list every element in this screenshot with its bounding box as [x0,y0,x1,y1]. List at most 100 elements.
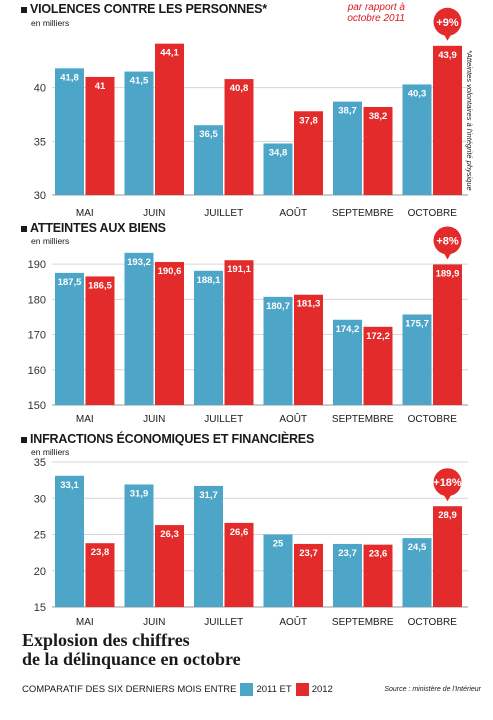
bar-2012 [85,543,115,607]
bar-2011 [263,143,293,195]
x-tick-label: MAI [76,617,94,628]
data-label: 40,8 [230,83,249,94]
data-label: 25 [273,539,284,550]
data-label: 34,8 [269,147,288,158]
chart-unit: en milliers [31,447,70,457]
data-label: 36,5 [199,129,218,140]
badge-circle [433,468,462,497]
data-label: 38,7 [338,106,357,117]
badge-circle [433,7,462,36]
data-label: 189,9 [436,268,460,279]
bar-2012 [363,106,393,195]
title-marker [21,226,27,232]
bar-2012 [85,276,115,405]
y-tick-label: 30 [34,493,46,505]
x-tick-label: OCTOBRE [408,208,458,219]
y-tick-label: 35 [34,457,46,469]
badge-circle [433,226,462,255]
bar-2011 [333,543,362,607]
legend-label-2011: 2011 ET [256,684,292,695]
chart-unit: en milliers [31,236,70,246]
bar-2012 [294,111,323,195]
data-label: 23,7 [338,548,357,559]
x-tick-label: JUIN [143,414,165,425]
data-label: 28,9 [438,510,457,521]
data-label: 38,2 [369,111,388,122]
x-tick-label: SEPTEMBRE [332,414,394,425]
x-tick-label: JUIN [143,617,165,628]
title-marker [21,437,27,443]
data-label: 188,1 [197,275,221,286]
legend-label-2012: 2012 [311,684,333,695]
data-label: 23,8 [91,547,110,558]
y-tick-label: 190 [28,259,46,271]
bar-2012 [294,294,323,405]
x-tick-label: AOÛT [279,206,307,219]
bar-2011 [263,296,293,405]
bar-2012 [224,522,254,607]
bar-2011 [124,484,154,607]
comparison-note-line2: octobre 2011 [347,13,405,24]
bar-2012 [294,543,323,607]
headline-line2: de la délinquance en octobre [22,649,241,669]
data-label: 24,5 [408,542,427,553]
bar-2012 [224,260,254,405]
badge-pointer [443,33,452,41]
x-tick-label: AOÛT [279,615,307,628]
x-tick-label: JUILLET [204,414,243,425]
bar-2012 [363,544,393,607]
headline-line1: Explosion des chiffres [22,630,190,650]
data-label: 180,7 [266,301,290,312]
bar-2011 [402,84,432,195]
legend-caption: COMPARATIF DES SIX DERNIERS MOIS ENTRE [22,684,237,695]
data-label: 41,5 [130,76,149,87]
data-label: 26,3 [160,529,179,540]
bar-2012 [224,79,254,195]
y-tick-label: 170 [28,330,46,342]
x-tick-label: SEPTEMBRE [332,617,394,628]
bar-2012 [155,43,184,195]
data-label: 44,1 [160,48,179,59]
x-tick-label: JUIN [143,208,165,219]
y-tick-label: 20 [34,566,46,578]
data-label: 172,2 [366,331,390,342]
y-tick-label: 160 [28,365,46,377]
x-tick-label: OCTOBRE [408,414,458,425]
bar-2012 [433,506,462,607]
badge-pointer [443,252,452,260]
x-tick-label: MAI [76,208,94,219]
data-label: 37,8 [299,115,318,126]
data-label: 174,2 [336,324,360,335]
bar-2011 [333,319,362,405]
bar-2012 [155,261,184,405]
y-tick-label: 180 [28,294,46,306]
data-label: 181,3 [297,299,321,310]
bar-2011 [194,270,223,405]
source-note: Source : ministère de l'Intérieur [384,686,481,693]
x-tick-label: AOÛT [279,412,307,425]
x-tick-label: JUILLET [204,617,243,628]
data-label: 190,6 [158,266,182,277]
bar-2011 [55,475,84,607]
comparison-note: par rapport à octobre 2011 [335,2,405,24]
y-tick-label: 15 [34,602,46,614]
legend-swatch-2012 [295,683,309,696]
data-label: 41,8 [60,72,79,83]
bar-2011 [263,534,293,607]
y-tick-label: 35 [34,136,46,148]
y-tick-label: 30 [34,190,46,202]
data-label: 175,7 [405,318,429,329]
badge-label: +18% [433,477,462,489]
headline: Explosion des chiffres de la délinquance… [22,631,241,669]
data-label: 23,7 [299,548,318,559]
badge-label: +8% [436,235,459,247]
chart-unit: en milliers [31,18,70,28]
legend-swatch-2011 [240,683,254,696]
data-label: 43,9 [438,50,457,61]
bar-2011 [402,314,432,405]
chart-title: INFRACTIONS ÉCONOMIQUES ET FINANCIÈRES [30,432,315,446]
bar-2011 [333,101,362,195]
data-label: 191,1 [227,264,251,275]
comparison-note-line1: par rapport à [347,2,405,13]
